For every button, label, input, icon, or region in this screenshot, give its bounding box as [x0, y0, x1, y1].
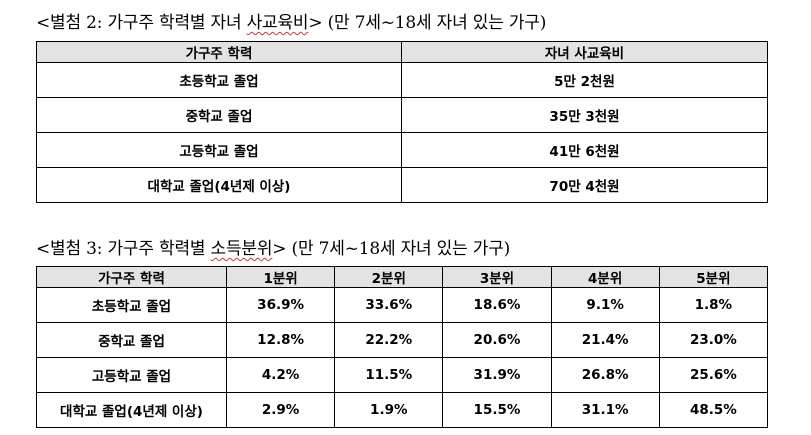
row-education: 대학교 졸업(4년제 이상): [36, 167, 402, 203]
table2-caption-word: 소득분위: [210, 239, 273, 259]
cell-quintile-3: 31.9%: [442, 357, 552, 393]
table-row: 고등학교 졸업 41만 6천원: [36, 132, 768, 168]
cell-quintile-4: 26.8%: [550, 357, 660, 393]
row-cost: 35만 3천원: [401, 97, 768, 133]
row-education: 고등학교 졸업: [36, 132, 402, 168]
header-quintile-3: 3분위: [442, 266, 552, 288]
row-education: 대학교 졸업(4년제 이상): [36, 392, 227, 428]
cell-quintile-1: 2.9%: [225, 392, 336, 428]
cell-quintile-4: 21.4%: [550, 322, 660, 358]
table-header-row: 가구주 학력 자녀 사교육비: [36, 41, 768, 63]
cell-quintile-1: 4.2%: [225, 357, 336, 393]
table-row: 대학교 졸업(4년제 이상) 2.9% 1.9% 15.5% 31.1% 48.…: [36, 392, 769, 428]
header-quintile-5: 5분위: [658, 266, 769, 288]
row-education: 고등학교 졸업: [36, 357, 227, 393]
header-education: 가구주 학력: [36, 266, 227, 288]
row-education: 중학교 졸업: [36, 322, 227, 358]
cell-quintile-3: 15.5%: [442, 392, 552, 428]
cell-quintile-2: 22.2%: [334, 322, 444, 358]
table-row: 초등학교 졸업 36.9% 33.6% 18.6% 9.1% 1.8%: [36, 287, 769, 323]
table-header-row: 가구주 학력 1분위 2분위 3분위 4분위 5분위: [36, 266, 769, 288]
row-cost: 70만 4천원: [401, 167, 768, 203]
table-row: 대학교 졸업(4년제 이상) 70만 4천원: [36, 167, 768, 203]
table1-caption: <별첨 2: 가구주 학력별 자녀 사교육비> (만 7세~18세 자녀 있는 …: [36, 8, 546, 33]
header-quintile-4: 4분위: [550, 266, 660, 288]
row-cost: 5만 2천원: [401, 62, 768, 98]
table2-caption: <별첨 3: 가구주 학력별 소득분위> (만 7세~18세 자녀 있는 가구): [36, 234, 510, 259]
table1-caption-suffix: > (만 7세~18세 자녀 있는 가구): [308, 13, 547, 33]
cell-quintile-1: 36.9%: [225, 287, 336, 323]
table2-caption-prefix: <별첨 3: 가구주 학력별: [36, 239, 211, 259]
table1-caption-prefix: <별첨 2: 가구주 학력별 자녀: [36, 13, 247, 33]
cell-quintile-3: 20.6%: [442, 322, 552, 358]
header-cost: 자녀 사교육비: [401, 41, 768, 63]
cell-quintile-2: 1.9%: [334, 392, 444, 428]
header-education: 가구주 학력: [36, 41, 402, 63]
cell-quintile-1: 12.8%: [225, 322, 336, 358]
row-cost: 41만 6천원: [401, 132, 768, 168]
table1-caption-word: 사교육비: [246, 13, 309, 33]
table-row: 초등학교 졸업 5만 2천원: [36, 62, 768, 98]
cell-quintile-2: 11.5%: [334, 357, 444, 393]
private-education-cost-table: 가구주 학력 자녀 사교육비 초등학교 졸업 5만 2천원 중학교 졸업 35만…: [36, 41, 768, 203]
row-education: 초등학교 졸업: [36, 287, 227, 323]
cell-quintile-3: 18.6%: [442, 287, 552, 323]
cell-quintile-5: 48.5%: [658, 392, 769, 428]
cell-quintile-5: 1.8%: [658, 287, 769, 323]
header-quintile-2: 2분위: [334, 266, 444, 288]
table2-caption-suffix: > (만 7세~18세 자녀 있는 가구): [272, 239, 511, 259]
cell-quintile-5: 23.0%: [658, 322, 769, 358]
cell-quintile-2: 33.6%: [334, 287, 444, 323]
row-education: 중학교 졸업: [36, 97, 402, 133]
table-row: 중학교 졸업 35만 3천원: [36, 97, 768, 133]
header-quintile-1: 1분위: [225, 266, 336, 288]
cell-quintile-5: 25.6%: [658, 357, 769, 393]
cell-quintile-4: 31.1%: [550, 392, 660, 428]
table-row: 고등학교 졸업 4.2% 11.5% 31.9% 26.8% 25.6%: [36, 357, 769, 393]
cell-quintile-4: 9.1%: [550, 287, 660, 323]
table-row: 중학교 졸업 12.8% 22.2% 20.6% 21.4% 23.0%: [36, 322, 769, 358]
income-quintile-table: 가구주 학력 1분위 2분위 3분위 4분위 5분위 초등학교 졸업 36.9%…: [36, 266, 769, 428]
row-education: 초등학교 졸업: [36, 62, 402, 98]
